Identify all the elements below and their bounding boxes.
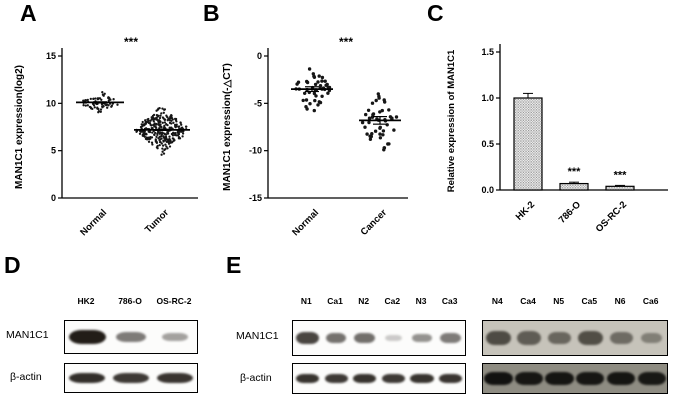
lane-label: Ca4 xyxy=(520,296,536,306)
beta-actin-blot-d xyxy=(64,363,198,393)
blot-band xyxy=(295,332,319,344)
y-tick-label: 5 xyxy=(51,146,56,156)
significance-stars: *** xyxy=(124,35,138,49)
blot-band xyxy=(68,330,106,344)
lane-label: N2 xyxy=(358,296,370,306)
lane-label: N5 xyxy=(553,296,565,306)
blot-row-label-bactin-e: β-actin xyxy=(240,372,272,384)
y-axis-title: MAN1C1 expression(log2) xyxy=(14,65,25,189)
blot-band xyxy=(484,371,513,386)
man1c1-blot-e-right xyxy=(482,320,668,356)
blot-band xyxy=(325,332,347,344)
panel-e-label: E xyxy=(226,252,242,278)
blot-band xyxy=(69,373,105,383)
y-axis-title: MAN1C1 expression(-△CT) xyxy=(222,63,233,191)
lane-label: N4 xyxy=(491,296,503,306)
blot-lane-labels-d: HK2 786-O OS-RC-2 xyxy=(64,296,196,310)
blot-row-label-man1c1-d: MAN1C1 xyxy=(6,329,49,341)
blot-band xyxy=(514,371,544,386)
y-tick-label: 1.5 xyxy=(481,47,494,57)
bar-HK-2 xyxy=(513,97,543,191)
lane-label: Ca3 xyxy=(441,296,458,306)
blot-band xyxy=(157,373,193,383)
blot-band xyxy=(641,332,663,344)
panel-c-bar-chart: 0.0 0.5 1.0 1.5 Relative expression of MAN1C… xyxy=(446,44,668,235)
x-category-label: HK-2 xyxy=(514,199,537,222)
man1c1-blot-d xyxy=(64,320,198,354)
x-category-label: 786-O xyxy=(557,199,583,225)
blot-band xyxy=(410,373,434,384)
y-tick-label: -10 xyxy=(249,146,262,156)
blot-band xyxy=(113,373,149,383)
y-tick-label: 0 xyxy=(51,193,56,203)
blot-band xyxy=(637,371,666,386)
significance-stars: *** xyxy=(568,166,582,178)
y-axis-title: Relative expression of MAN1C1 xyxy=(446,49,457,192)
panel-c-label: C xyxy=(427,0,444,26)
scatter-group-tumor xyxy=(135,106,188,156)
blot-row-label-man1c1-e: MAN1C1 xyxy=(236,330,279,342)
beta-actin-blot-e-left xyxy=(292,363,466,394)
blot-band xyxy=(384,334,402,342)
panel-a-label: A xyxy=(20,0,37,26)
x-category-label: Cancer xyxy=(359,207,390,238)
panel-b-label: B xyxy=(203,0,220,26)
lane-label: Ca5 xyxy=(581,296,598,306)
lane-label: Ca2 xyxy=(384,296,401,306)
blot-band xyxy=(577,330,604,346)
blot-lane-labels-e-right: N4 Ca4 N5 Ca5 N6 Ca6 xyxy=(482,296,666,310)
blot-band xyxy=(547,331,572,345)
lane-label: OS-RC-2 xyxy=(156,296,192,306)
panel-b-scatter-chart: 0 -5 -10 -15 MAN1C1 expression(-△CT) Normal Ca… xyxy=(222,35,408,238)
blot-band xyxy=(161,332,189,342)
blot-band xyxy=(116,332,146,342)
y-tick-label: 1.0 xyxy=(481,93,494,103)
blot-band xyxy=(516,331,542,345)
lane-label: Ca1 xyxy=(327,296,343,306)
blot-band xyxy=(353,373,377,384)
blot-band xyxy=(576,371,605,386)
scatter-group-cancer xyxy=(360,92,399,152)
lane-label: N6 xyxy=(614,296,626,306)
x-category-label: Tumor xyxy=(143,207,171,235)
blot-band xyxy=(381,373,405,384)
significance-stars: *** xyxy=(339,35,353,49)
lane-label: Ca6 xyxy=(642,296,659,306)
y-tick-label: 15 xyxy=(46,51,56,61)
panel-d-label: D xyxy=(4,252,21,278)
beta-actin-blot-e-right xyxy=(482,363,668,394)
blot-lane-labels-e-left: N1 Ca1 N2 Ca2 N3 Ca3 xyxy=(292,296,464,310)
blot-band xyxy=(439,373,463,384)
x-category-label: Normal xyxy=(290,207,321,238)
y-tick-label: 0.5 xyxy=(481,139,494,149)
y-tick-label: 0.0 xyxy=(481,185,494,195)
blot-row-label-bactin-d: β-actin xyxy=(10,371,42,383)
blot-band xyxy=(545,371,574,386)
blot-band xyxy=(324,373,348,384)
x-category-label: OS-RC-2 xyxy=(594,199,629,234)
bar-786-O xyxy=(559,182,589,191)
blot-band xyxy=(295,373,319,384)
lane-label: N3 xyxy=(415,296,427,306)
blot-band xyxy=(440,333,461,343)
blot-band xyxy=(354,332,376,344)
y-tick-label: 10 xyxy=(46,98,56,108)
blot-band xyxy=(609,332,633,344)
y-tick-label: -15 xyxy=(249,193,262,203)
blot-band xyxy=(412,333,432,343)
lane-label: N1 xyxy=(300,296,312,306)
lane-label: HK2 xyxy=(77,296,95,306)
blot-band xyxy=(606,371,636,386)
blot-band xyxy=(485,330,512,346)
bar-OS-RC-2 xyxy=(605,185,635,191)
panel-a-scatter-chart: 0 5 10 15 MAN1C1 expression(log2) Normal Tumor… xyxy=(14,35,198,238)
lane-label: 786-O xyxy=(118,296,142,306)
significance-stars: *** xyxy=(614,169,628,181)
y-tick-label: -5 xyxy=(254,98,262,108)
y-tick-label: 0 xyxy=(257,51,262,61)
man1c1-blot-e-left xyxy=(292,320,466,356)
x-category-label: Normal xyxy=(78,207,109,238)
